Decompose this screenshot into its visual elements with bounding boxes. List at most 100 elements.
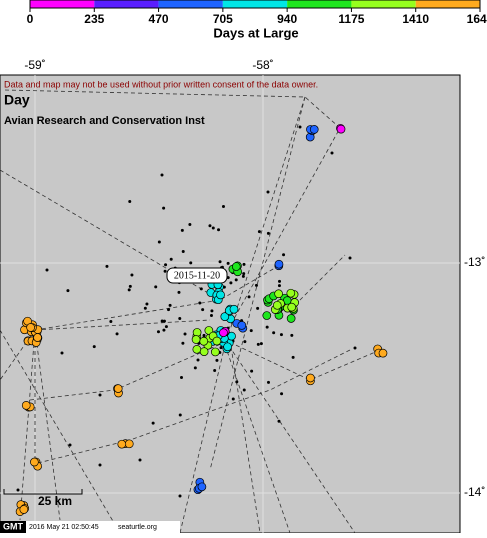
location-dot: [193, 366, 197, 370]
fix: [237, 321, 247, 330]
location-dot: [210, 309, 214, 313]
fix: [33, 333, 42, 342]
location-dot: [291, 355, 295, 359]
location-dot: [221, 205, 225, 209]
location-dot: [92, 345, 96, 349]
location-dot: [229, 281, 233, 285]
location-dot: [247, 295, 251, 299]
fix: [219, 328, 228, 338]
location-dot: [259, 342, 263, 346]
fix: [274, 289, 283, 299]
location-dot: [162, 206, 166, 210]
fix: [21, 401, 31, 410]
location-dot: [266, 380, 270, 384]
fix: [272, 300, 282, 310]
location-dot: [272, 331, 276, 335]
location-dot: [211, 226, 215, 230]
location-dot: [256, 342, 260, 346]
colorbar-segment: [30, 0, 95, 8]
location-dot: [201, 308, 205, 312]
location-dot: [160, 173, 164, 177]
location-dot: [162, 319, 166, 323]
location-dot: [156, 330, 160, 334]
location-dot: [199, 287, 203, 291]
location-dot: [181, 249, 185, 253]
map-title: Day: [4, 92, 30, 108]
location-dot: [242, 272, 246, 276]
fix: [26, 323, 35, 332]
lon-label: -58˚: [252, 58, 273, 72]
fix: [378, 348, 388, 358]
fix: [192, 344, 202, 354]
location-dot: [177, 290, 181, 294]
location-dot: [181, 341, 185, 345]
location-dot: [280, 392, 284, 396]
location-dot: [68, 443, 72, 447]
date-callout: [166, 267, 228, 284]
fix: [223, 342, 232, 352]
location-dot: [164, 325, 168, 329]
location-dot: [154, 285, 158, 289]
colorbar-tick-label: 940: [277, 12, 297, 26]
site: seaturtle.org: [118, 524, 157, 531]
location-dot: [168, 303, 172, 307]
location-dot: [16, 488, 20, 492]
location-dot: [243, 340, 247, 344]
lat-label: -13˚: [464, 255, 485, 269]
location-dot: [353, 346, 357, 350]
colorbar-tick-label: 0: [27, 12, 34, 26]
colorbar-segment: [351, 0, 416, 8]
fix: [30, 457, 39, 467]
fix: [216, 290, 225, 300]
fix: [336, 124, 346, 134]
location-dot: [257, 230, 261, 234]
location-dot: [254, 283, 258, 287]
fix: [113, 384, 123, 393]
location-dot: [60, 351, 64, 355]
timestamp: 2016 May 21 02:50:45: [29, 524, 99, 531]
location-dot: [234, 278, 238, 282]
location-dot: [266, 231, 270, 235]
location-dot: [183, 332, 187, 336]
colorbar-title: Days at Large: [213, 25, 298, 40]
fix: [229, 304, 239, 314]
fix: [197, 482, 207, 492]
location-dot: [256, 306, 260, 310]
fix: [220, 312, 230, 321]
location-dot: [215, 358, 219, 362]
location-dot: [250, 369, 254, 373]
fix: [199, 336, 209, 346]
fix: [117, 439, 127, 449]
colorbar-tick-label: 1645: [467, 12, 487, 26]
scale-label: 25 km: [38, 494, 72, 508]
colorbar-tick-label: 470: [149, 12, 169, 26]
location-dot: [242, 262, 246, 266]
location-dot: [266, 190, 270, 194]
colorbar-segment: [94, 0, 159, 8]
location-dot: [143, 306, 147, 310]
location-dot: [138, 458, 142, 462]
lon-label: -59˚: [24, 58, 45, 72]
location-dot: [127, 288, 131, 292]
colorbar-frame: [29, 0, 481, 9]
gmt-badge: [0, 521, 26, 533]
location-dot: [202, 333, 206, 337]
location-dot: [179, 375, 183, 379]
fix: [262, 311, 272, 320]
location-dot: [160, 319, 164, 323]
colorbar-tick-label: 235: [84, 12, 104, 26]
location-dot: [277, 419, 281, 423]
map-area: [0, 74, 461, 534]
fix: [212, 336, 222, 346]
fix: [191, 335, 201, 344]
location-dot: [282, 253, 286, 257]
location-dot: [196, 358, 200, 362]
location-dot: [128, 284, 132, 288]
location-dot: [298, 125, 302, 129]
location-dot: [157, 240, 161, 244]
colorbar-segment: [158, 0, 223, 8]
lat-label: -14˚: [464, 485, 485, 499]
location-dot: [178, 413, 182, 417]
